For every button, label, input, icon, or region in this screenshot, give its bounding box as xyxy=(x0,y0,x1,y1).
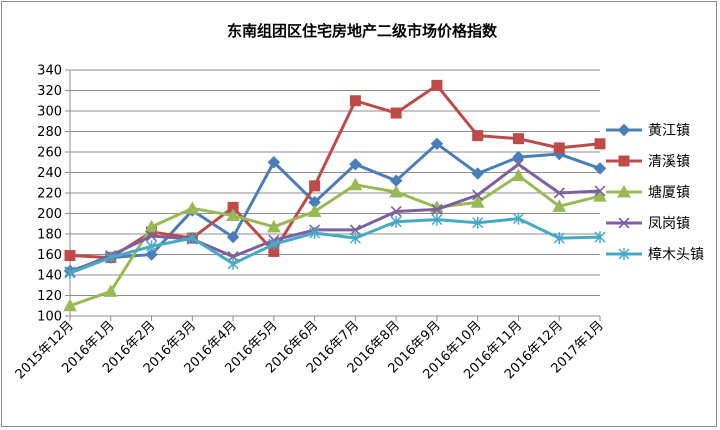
data-point xyxy=(594,138,606,150)
legend-label: 黄江镇 xyxy=(648,122,690,139)
data-point xyxy=(472,216,484,229)
data-point xyxy=(226,230,240,244)
y-tick-label: 320 xyxy=(37,84,62,99)
data-point xyxy=(553,142,565,154)
y-tick-label: 180 xyxy=(37,228,62,243)
data-point xyxy=(390,107,402,119)
data-point xyxy=(553,232,565,245)
data-point xyxy=(512,133,524,145)
data-point xyxy=(512,212,524,225)
data-point xyxy=(309,180,321,192)
chart-title: 东南组团区住宅房地产二级市场价格指数 xyxy=(227,22,498,40)
data-point xyxy=(472,130,484,142)
series-lines xyxy=(63,79,607,312)
series-line-3 xyxy=(69,174,601,308)
legend-marker xyxy=(617,184,631,198)
data-point xyxy=(431,203,443,215)
x-tick-labels: 2015年12月2016年1月2016年2月2016年3月2016年4月2016… xyxy=(13,318,607,382)
data-point xyxy=(267,219,281,233)
y-tick-label: 220 xyxy=(37,187,62,202)
y-tick-label: 260 xyxy=(37,146,62,161)
y-tick-label: 100 xyxy=(37,310,62,325)
data-point xyxy=(103,284,118,297)
legend-label: 凤岗镇 xyxy=(648,216,690,232)
axes xyxy=(65,69,601,321)
data-point xyxy=(226,208,240,222)
data-point xyxy=(307,204,322,217)
data-point xyxy=(512,158,525,170)
data-point xyxy=(309,226,321,239)
data-point xyxy=(390,215,402,228)
series-line-5 xyxy=(69,217,601,275)
data-point xyxy=(470,195,485,208)
y-tick-label: 120 xyxy=(37,289,62,304)
data-point xyxy=(431,79,443,91)
data-point xyxy=(553,187,565,199)
y-tick-label: 340 xyxy=(37,64,62,79)
data-point xyxy=(594,231,606,244)
legend-marker xyxy=(618,248,630,260)
data-point xyxy=(349,158,362,171)
data-point xyxy=(348,177,363,191)
data-point xyxy=(349,95,361,107)
legend-marker xyxy=(618,217,630,229)
data-point xyxy=(64,250,76,262)
data-point xyxy=(227,257,239,270)
data-point xyxy=(268,238,280,251)
y-tick-label: 280 xyxy=(37,125,62,140)
data-point xyxy=(471,167,484,180)
legend-marker xyxy=(617,123,631,137)
data-point xyxy=(267,156,281,169)
data-point xyxy=(593,162,607,175)
data-point xyxy=(144,219,159,233)
series-line-4 xyxy=(69,162,601,274)
data-point xyxy=(349,232,361,245)
y-tick-label: 300 xyxy=(37,105,62,120)
legend-marker xyxy=(618,155,630,167)
data-point xyxy=(512,150,525,164)
data-point xyxy=(349,224,361,236)
data-point xyxy=(185,201,200,214)
data-point xyxy=(63,298,77,312)
data-point xyxy=(472,189,484,201)
data-point xyxy=(593,189,607,202)
data-point xyxy=(186,232,198,245)
legend-label: 清溪镇 xyxy=(648,154,690,170)
data-point xyxy=(594,185,606,197)
data-point xyxy=(105,251,117,264)
legend-label: 塘厦镇 xyxy=(648,185,690,201)
series-line-2 xyxy=(69,83,601,260)
data-point xyxy=(389,184,403,198)
y-tick-label: 160 xyxy=(37,248,62,263)
series-line-1 xyxy=(69,142,601,273)
data-point xyxy=(390,205,402,218)
y-tick-labels: 100 120 140 160 180 200 220 240 260 280 300 320 340 xyxy=(37,64,62,325)
y-tick-label: 240 xyxy=(37,166,62,181)
data-point xyxy=(145,230,158,242)
gridlines xyxy=(70,69,600,296)
data-point xyxy=(145,248,158,261)
data-point xyxy=(430,137,444,151)
data-point xyxy=(146,240,158,253)
y-tick-label: 140 xyxy=(37,269,62,284)
data-point xyxy=(552,199,567,212)
data-point xyxy=(64,266,76,279)
legend-label: 樟木头镇 xyxy=(648,246,704,263)
y-tick-label: 200 xyxy=(37,207,62,222)
data-point xyxy=(431,213,443,226)
data-point xyxy=(511,168,526,182)
